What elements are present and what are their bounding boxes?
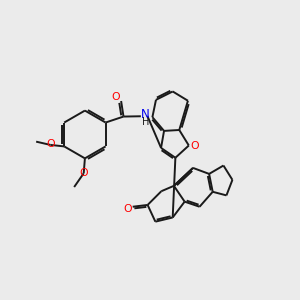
Text: O: O — [46, 139, 55, 149]
Text: O: O — [123, 203, 132, 214]
Text: N: N — [141, 108, 150, 121]
Text: O: O — [111, 92, 120, 102]
Text: O: O — [191, 141, 200, 151]
Text: O: O — [80, 168, 88, 178]
Text: H: H — [142, 117, 149, 127]
